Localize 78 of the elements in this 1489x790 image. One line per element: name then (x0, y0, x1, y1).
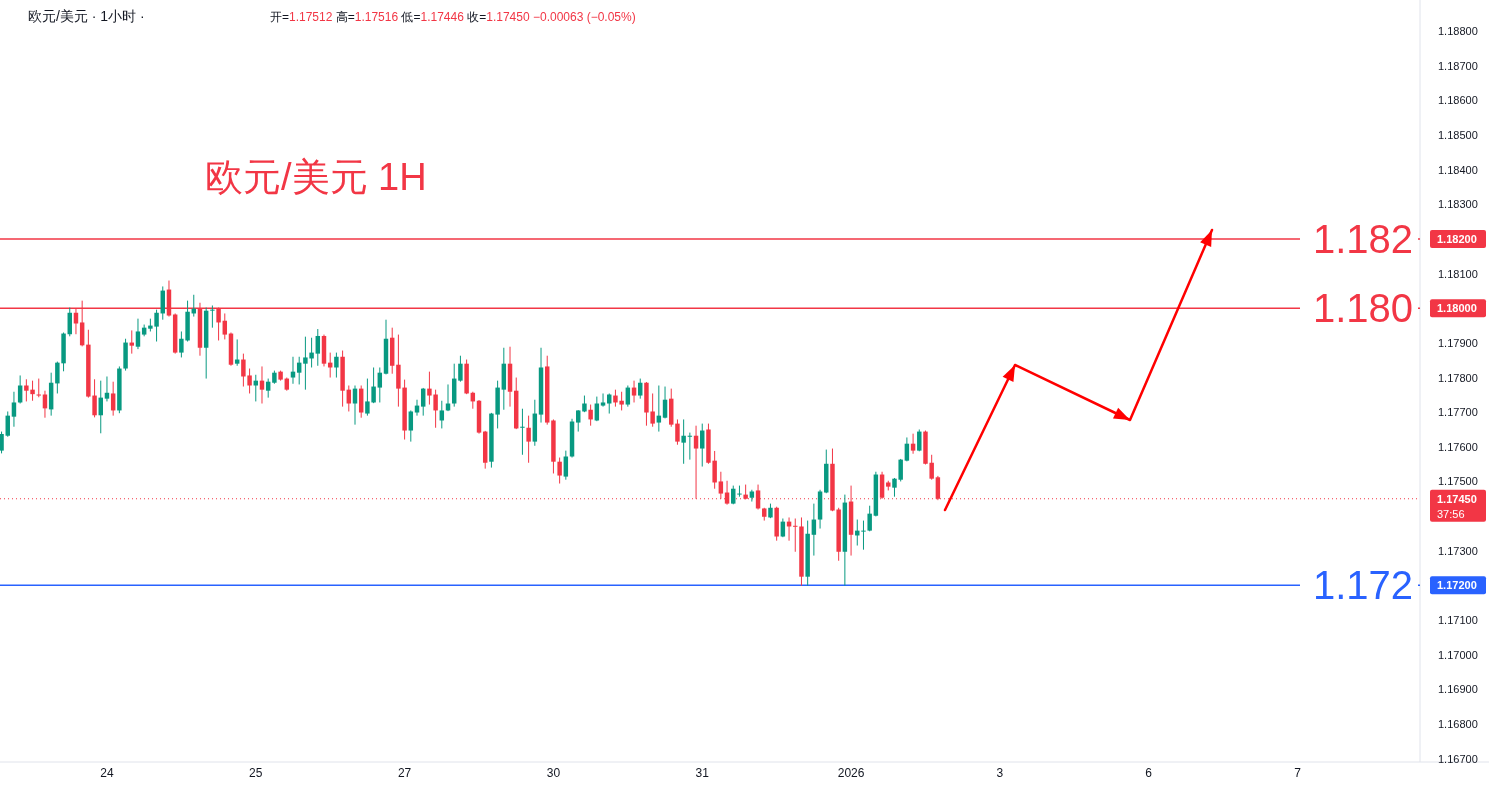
y-tick-label: 1.17200 (1437, 579, 1477, 592)
candlestick (576, 409, 581, 433)
y-tick-label: 1.16800 (1438, 717, 1478, 730)
candlestick (700, 423, 705, 468)
candlestick (290, 356, 296, 385)
candlestick (55, 361, 60, 394)
candlestick (377, 366, 383, 403)
y-tick-label: 1.17450 (1437, 492, 1477, 505)
candlestick (253, 374, 259, 402)
x-tick-label: 6 (1145, 766, 1153, 780)
candlestick (638, 378, 643, 400)
y-tick-label: 1.18600 (1438, 94, 1478, 107)
candlestick (526, 415, 531, 464)
candlestick (414, 399, 420, 417)
candlestick (588, 404, 593, 427)
candlestick (557, 457, 562, 485)
candlestick (520, 408, 525, 456)
text: 开=1.17512 高=1.17516 低=1.17446 收=1.17450 −0.00063 (−0.05%) (270, 10, 636, 24)
candlestick (867, 505, 872, 532)
candlestick (910, 433, 916, 455)
annotation: 欧元/美元 1H (205, 156, 427, 198)
candlestick (210, 304, 215, 329)
y-tick-label: 1.18300 (1438, 198, 1478, 211)
candlestick (352, 385, 358, 426)
ref-line-label: 1.182 (1312, 216, 1414, 261)
y-tick-label: 1.18000 (1437, 302, 1477, 315)
candlestick (11, 391, 17, 428)
candlestick (259, 365, 265, 405)
y-tick-label: 1.17600 (1438, 440, 1478, 453)
candlestick (222, 312, 228, 340)
candlestick (718, 471, 724, 500)
candlestick (334, 352, 339, 379)
y-tick-label: 1.18100 (1438, 267, 1478, 280)
candlestick (675, 418, 680, 446)
x-tick-label: 30 (546, 766, 561, 780)
candlestick (420, 387, 426, 417)
ref-line-label: 1.172 (1312, 563, 1414, 608)
x-tick-label: 25 (249, 766, 263, 780)
y-tick-label: 1.18500 (1438, 129, 1478, 142)
candlestick (681, 418, 686, 465)
x-tick-label: 27 (397, 766, 412, 780)
x-tick-label: 7 (1294, 766, 1302, 780)
candlestick (104, 376, 110, 402)
y-tick-label: 1.17500 (1438, 475, 1478, 488)
candlestick (662, 386, 668, 419)
y-tick-label: 1.18200 (1437, 232, 1477, 245)
candlestick (607, 392, 612, 415)
y-tick-label: 1.17300 (1438, 544, 1478, 557)
candlestick (693, 425, 699, 500)
y-tick-label: 1.18400 (1438, 163, 1478, 176)
y-tick-label: 1.17100 (1438, 613, 1478, 626)
candlestick (135, 318, 141, 350)
y-tick-label: 1.17800 (1438, 371, 1478, 384)
y-tick-label: 1.16900 (1438, 683, 1478, 696)
y-tick-label: 1.17900 (1438, 336, 1478, 349)
x-tick-label: 24 (100, 766, 114, 780)
candlestick (656, 385, 662, 433)
candlestick (265, 378, 271, 399)
text: 欧元/美元 · 1小时 · (28, 8, 145, 24)
candlestick (346, 385, 352, 412)
y-tick-label: 1.16700 (1438, 752, 1478, 765)
candlestick (408, 409, 414, 443)
candlestick (600, 392, 606, 408)
candlestick (358, 385, 364, 419)
y-tick-label: 1.18700 (1438, 59, 1478, 72)
text: 37:56 (1437, 507, 1465, 520)
ref-line-label: 1.180 (1312, 286, 1414, 331)
candlestick (315, 328, 321, 367)
candlestick (793, 518, 798, 553)
candlestick (737, 485, 742, 498)
y-tick-label: 1.18800 (1438, 25, 1478, 38)
y-tick-label: 1.17000 (1438, 648, 1478, 661)
x-tick-label: 2026 (837, 766, 865, 780)
x-tick-label: 31 (695, 766, 710, 780)
candlestick (0, 431, 4, 454)
x-tick-label: 3 (996, 766, 1004, 780)
candlestick (458, 355, 463, 383)
y-tick-label: 1.17700 (1438, 406, 1478, 419)
